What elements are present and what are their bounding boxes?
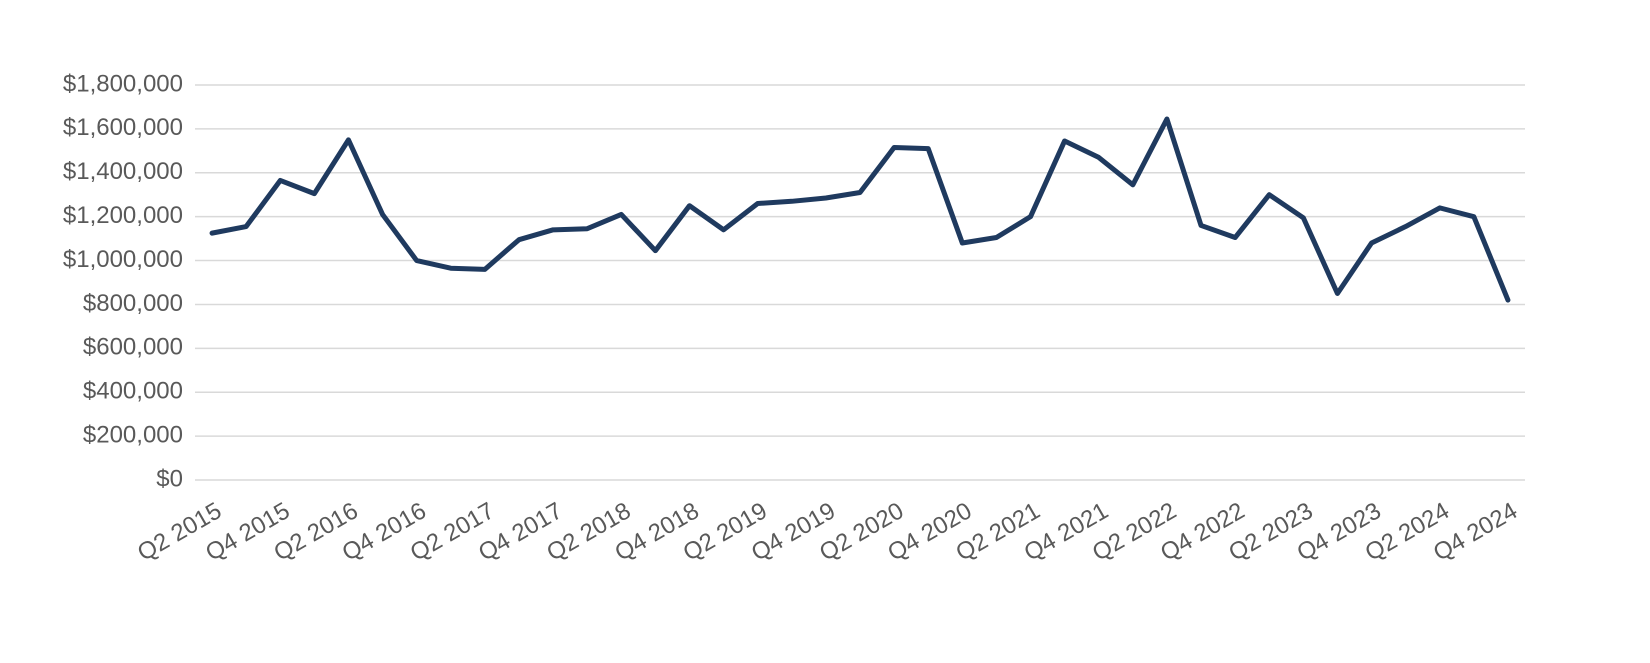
y-tick-label: $600,000 <box>83 334 183 361</box>
y-tick-label: $800,000 <box>83 290 183 317</box>
y-tick-label: $1,800,000 <box>63 70 183 97</box>
line-series <box>209 116 1511 303</box>
y-tick-label: $1,400,000 <box>63 158 183 185</box>
y-tick-label: $1,000,000 <box>63 246 183 273</box>
y-tick-label: $200,000 <box>83 421 183 448</box>
y-tick-label: $400,000 <box>83 378 183 405</box>
y-tick-label: $1,600,000 <box>63 114 183 141</box>
y-tick-label: $0 <box>156 465 183 492</box>
y-tick-label: $1,200,000 <box>63 202 183 229</box>
